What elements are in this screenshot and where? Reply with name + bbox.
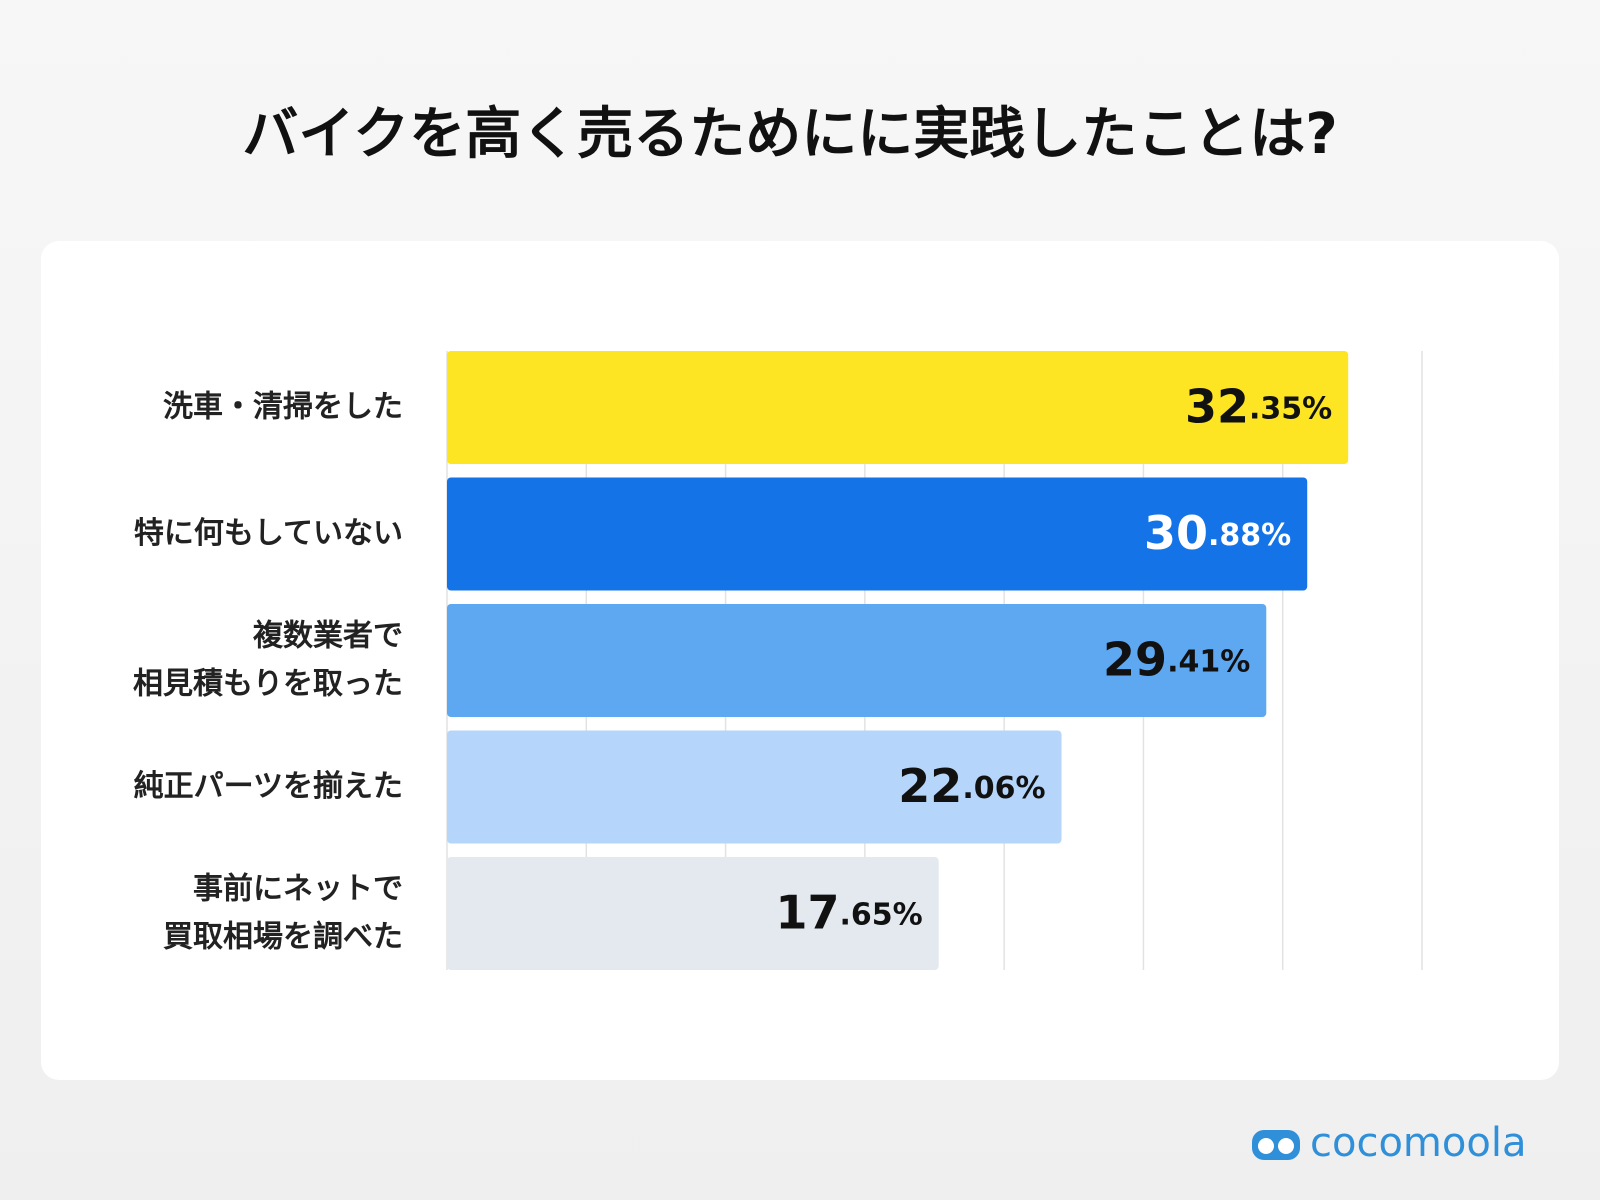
value-label-int: 30 xyxy=(1144,506,1208,560)
y-tick-label: 洗車・清掃をした xyxy=(163,389,403,424)
logo-text: cocomoola xyxy=(1310,1120,1526,1166)
chart-title: バイクを高く売るためにに実践したことは? xyxy=(242,102,1337,167)
value-label-int: 22 xyxy=(898,759,962,813)
y-tick-label-line: 買取相場を調べた xyxy=(163,919,403,954)
y-tick-label-line: 複数業者で xyxy=(253,618,403,653)
y-tick-label-line: 純正パーツを揃えた xyxy=(134,769,403,804)
value-label-int: 17 xyxy=(775,885,839,939)
value-label-dec: .35% xyxy=(1249,391,1332,426)
bar xyxy=(447,477,1308,591)
value-label-int: 32 xyxy=(1185,379,1249,433)
bar xyxy=(447,857,939,970)
y-tick-label: 事前にネットで買取相場を調べた xyxy=(163,871,403,954)
y-tick-label: 純正パーツを揃えた xyxy=(134,769,403,804)
value-label-int: 29 xyxy=(1103,632,1167,686)
y-tick-label-line: 洗車・清掃をした xyxy=(163,389,403,424)
value-label-dec: .06% xyxy=(962,771,1045,806)
y-tick-label-line: 相見積もりを取った xyxy=(133,666,403,701)
y-tick-label: 特に何もしていない xyxy=(134,516,403,551)
logo-icon-eye xyxy=(1258,1138,1274,1154)
value-label-dec: .88% xyxy=(1208,518,1291,553)
value-label: 30.88% xyxy=(1144,506,1291,560)
bar xyxy=(447,604,1267,717)
y-tick-label-line: 特に何もしていない xyxy=(134,516,403,551)
bar xyxy=(447,351,1349,464)
bar xyxy=(447,730,1062,844)
y-tick-label: 複数業者で相見積もりを取った xyxy=(133,618,403,701)
y-tick-label-line: 事前にネットで xyxy=(193,871,403,906)
logo-icon-eye xyxy=(1278,1138,1294,1154)
value-label: 32.35% xyxy=(1185,379,1332,433)
logo: cocomoola xyxy=(1252,1120,1526,1166)
value-label-dec: .65% xyxy=(839,897,922,932)
value-label: 22.06% xyxy=(898,759,1045,813)
value-label-dec: .41% xyxy=(1167,644,1250,679)
value-label: 17.65% xyxy=(775,885,922,939)
value-label: 29.41% xyxy=(1103,632,1250,686)
